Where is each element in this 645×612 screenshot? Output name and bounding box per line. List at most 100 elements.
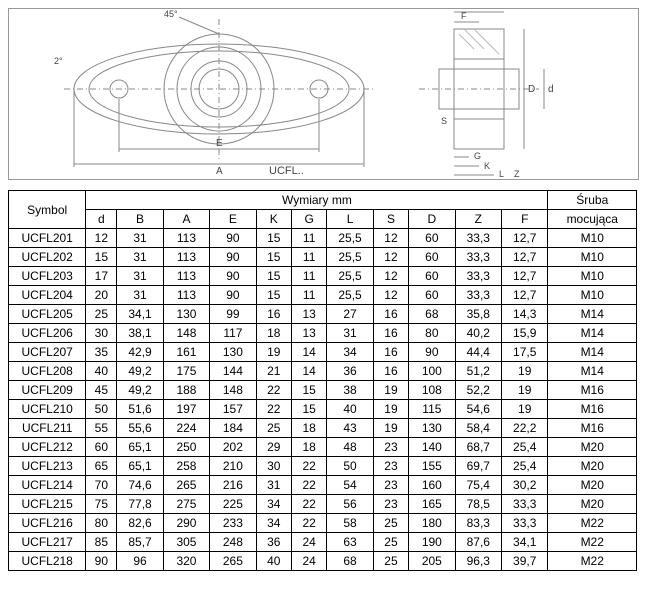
th-A: A	[163, 210, 209, 229]
cell-K: 18	[256, 324, 291, 343]
cell-L: 68	[327, 552, 373, 571]
table-row: UCFL204203111390151125,5126033,312,7M10	[9, 286, 637, 305]
cell-F: 12,7	[501, 267, 548, 286]
cell-B: 49,2	[117, 362, 163, 381]
angle-2-label: 2°	[54, 56, 63, 66]
cell-d: 50	[86, 400, 117, 419]
cell-F: 19	[501, 381, 548, 400]
cell-L: 63	[327, 533, 373, 552]
th-K: K	[256, 210, 291, 229]
cell-K: 34	[256, 495, 291, 514]
cell-L: 34	[327, 343, 373, 362]
cell-F: 12,7	[501, 248, 548, 267]
cell-S: 12	[373, 248, 408, 267]
cell-S: 12	[373, 267, 408, 286]
table-row: UCFL2168082,62902333422582518083,333,3M2…	[9, 514, 637, 533]
dim-B: B	[475, 9, 481, 11]
cell-B: 74,6	[117, 476, 163, 495]
table-row: UCFL2157577,82752253422562316578,533,3M2…	[9, 495, 637, 514]
cell-sym: UCFL218	[9, 552, 86, 571]
cell-E: 184	[210, 419, 256, 438]
table-row: UCFL2147074,62652163122542316075,430,2M2…	[9, 476, 637, 495]
cell-G: 18	[291, 419, 326, 438]
th-B: B	[117, 210, 163, 229]
cell-A: 265	[163, 476, 209, 495]
cell-G: 15	[291, 400, 326, 419]
cell-L: 40	[327, 400, 373, 419]
cell-K: 31	[256, 476, 291, 495]
cell-E: 265	[210, 552, 256, 571]
cell-moc: M10	[548, 286, 637, 305]
cell-B: 31	[117, 248, 163, 267]
table-row: UCFL201123111390151125,5126033,312,7M10	[9, 229, 637, 248]
cell-K: 25	[256, 419, 291, 438]
cell-A: 175	[163, 362, 209, 381]
cell-E: 248	[210, 533, 256, 552]
cell-S: 16	[373, 343, 408, 362]
cell-d: 15	[86, 248, 117, 267]
cell-S: 23	[373, 495, 408, 514]
th-mocujaca: mocująca	[548, 210, 637, 229]
cell-S: 19	[373, 381, 408, 400]
cell-B: 31	[117, 286, 163, 305]
cell-L: 25,5	[327, 248, 373, 267]
cell-B: 31	[117, 267, 163, 286]
cell-moc: M16	[548, 381, 637, 400]
cell-Z: 33,3	[455, 286, 501, 305]
cell-moc: M22	[548, 514, 637, 533]
dim-d: d	[548, 84, 554, 95]
cell-B: 42,9	[117, 343, 163, 362]
cell-S: 23	[373, 457, 408, 476]
cell-Z: 51,2	[455, 362, 501, 381]
cell-B: 51,6	[117, 400, 163, 419]
cell-F: 22,2	[501, 419, 548, 438]
cell-G: 11	[291, 267, 326, 286]
dim-G: G	[474, 151, 481, 161]
cell-K: 29	[256, 438, 291, 457]
cell-E: 90	[210, 286, 256, 305]
cell-L: 27	[327, 305, 373, 324]
cell-D: 155	[409, 457, 455, 476]
cell-d: 12	[86, 229, 117, 248]
cell-E: 90	[210, 248, 256, 267]
table-row: UCFL2136565,12582103022502315569,725,4M2…	[9, 457, 637, 476]
cell-A: 130	[163, 305, 209, 324]
cell-d: 60	[86, 438, 117, 457]
cell-d: 85	[86, 533, 117, 552]
cell-G: 24	[291, 533, 326, 552]
cell-G: 18	[291, 438, 326, 457]
table-row: UCFL202153111390151125,5126033,312,7M10	[9, 248, 637, 267]
cell-moc: M10	[548, 229, 637, 248]
cell-A: 224	[163, 419, 209, 438]
cell-Z: 52,2	[455, 381, 501, 400]
cell-d: 35	[86, 343, 117, 362]
cell-moc: M10	[548, 267, 637, 286]
cell-B: 34,1	[117, 305, 163, 324]
cell-D: 100	[409, 362, 455, 381]
ucfl-label: UCFL..	[269, 165, 304, 177]
cell-D: 68	[409, 305, 455, 324]
cell-L: 25,5	[327, 267, 373, 286]
th-E: E	[210, 210, 256, 229]
cell-S: 25	[373, 533, 408, 552]
cell-F: 17,5	[501, 343, 548, 362]
cell-S: 16	[373, 305, 408, 324]
th-d: d	[86, 210, 117, 229]
cell-E: 225	[210, 495, 256, 514]
cell-sym: UCFL209	[9, 381, 86, 400]
cell-D: 130	[409, 419, 455, 438]
cell-G: 11	[291, 229, 326, 248]
th-G: G	[291, 210, 326, 229]
table-row: UCFL2126065,12502022918482314068,725,4M2…	[9, 438, 637, 457]
cell-E: 202	[210, 438, 256, 457]
cell-L: 58	[327, 514, 373, 533]
cell-sym: UCFL203	[9, 267, 86, 286]
table-row: UCFL2178585,73052483624632519087,634,1M2…	[9, 533, 637, 552]
cell-E: 210	[210, 457, 256, 476]
cell-E: 157	[210, 400, 256, 419]
cell-sym: UCFL212	[9, 438, 86, 457]
cell-Z: 54,6	[455, 400, 501, 419]
dim-L: L	[499, 169, 504, 177]
cell-B: 65,1	[117, 457, 163, 476]
cell-Z: 78,5	[455, 495, 501, 514]
